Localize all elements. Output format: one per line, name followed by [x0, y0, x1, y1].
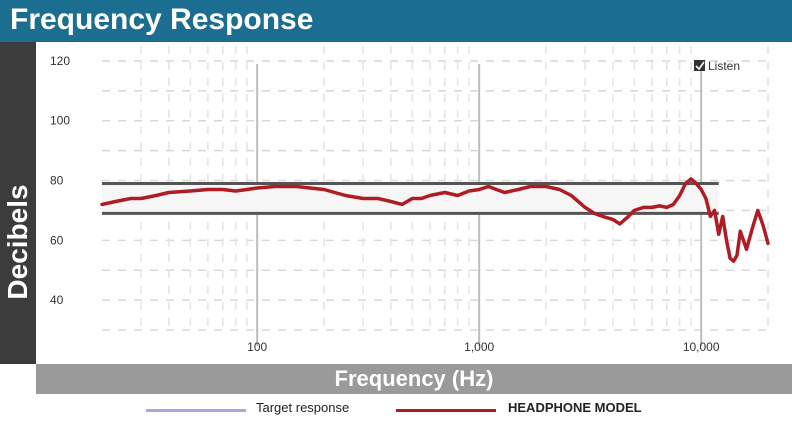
- plot-area: 120 100 80 60 40 100 1,000 10,000 Listen: [50, 46, 770, 354]
- y-tick-label: 40: [50, 293, 64, 307]
- y-tick-label: 120: [50, 54, 70, 68]
- listen-label[interactable]: Listen: [708, 59, 740, 73]
- legend: Target response HEADPHONE MODEL: [0, 394, 792, 426]
- y-tick-label: 100: [50, 114, 70, 128]
- listen-checkbox[interactable]: [694, 60, 705, 71]
- chart-title: Frequency Response: [10, 3, 314, 36]
- legend-swatch-headphone: [396, 409, 496, 412]
- y-axis-label-bar: Decibels: [0, 42, 36, 364]
- legend-label-target: Target response: [256, 400, 350, 415]
- series-line-0: [100, 177, 770, 263]
- tick-labels: 120 100 80 60 40 100 1,000 10,000: [50, 54, 720, 354]
- series-layer: [100, 177, 770, 263]
- y-tick-label: 60: [50, 233, 64, 247]
- x-axis-label: Frequency (Hz): [334, 366, 494, 391]
- legend-label-headphone: HEADPHONE MODEL: [508, 400, 642, 415]
- y-tick-label: 80: [50, 174, 64, 188]
- legend-swatch-target: [146, 409, 246, 412]
- x-tick-label: 10,000: [683, 340, 720, 354]
- x-axis-label-bar: Frequency (Hz): [36, 364, 792, 394]
- check-icon: [695, 61, 705, 71]
- x-tick-label: 100: [247, 340, 267, 354]
- title-bar: Frequency Response: [0, 0, 792, 42]
- listen-annotation[interactable]: Listen: [694, 59, 740, 73]
- x-tick-label: 1,000: [464, 340, 494, 354]
